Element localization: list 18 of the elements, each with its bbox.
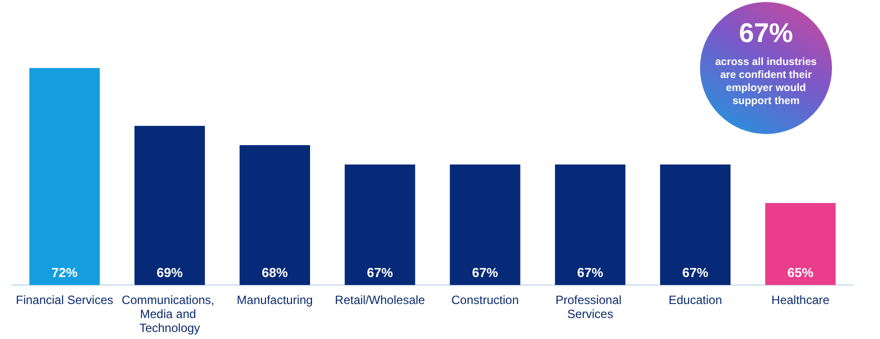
x-tick-label: Healthcare: [771, 293, 830, 307]
data-label: 67%: [682, 265, 709, 280]
text: 67%: [738, 18, 794, 49]
x-tick-label: Financial Services: [16, 293, 114, 307]
data-label: 68%: [262, 265, 288, 280]
x-tick-label: Professional Services: [556, 293, 625, 321]
annotation: across all industries are confident their employer would support them: [714, 56, 818, 108]
data-label: 72%: [52, 265, 78, 280]
x-tick-label: Education: [668, 293, 722, 307]
data-label: 67%: [472, 265, 499, 280]
x-tick-label: Manufacturing: [236, 293, 313, 307]
data-label: 67%: [366, 265, 394, 280]
x-tick-label: Communications, Media and Technology: [122, 293, 218, 335]
data-label: 69%: [156, 265, 184, 280]
data-label: 65%: [787, 265, 814, 280]
x-tick-label: Construction: [451, 293, 519, 307]
data-label: 67%: [577, 265, 604, 280]
x-tick-label: Retail/Wholesale: [334, 293, 426, 307]
